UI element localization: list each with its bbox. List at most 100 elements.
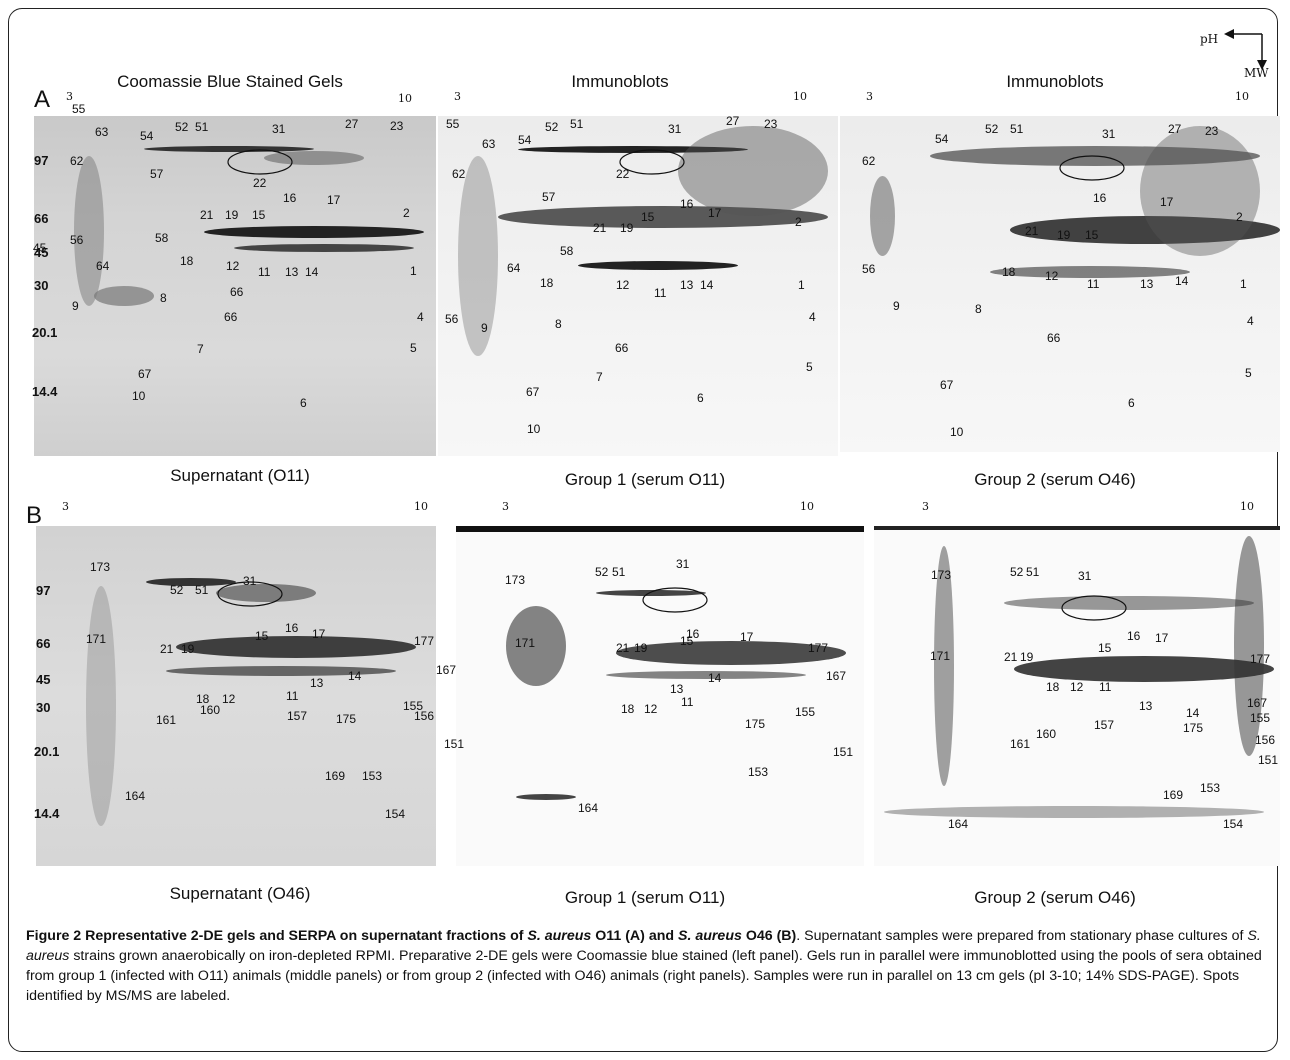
spot-label: 10 [950,425,964,439]
spot-label: 157 [1094,718,1114,732]
spot-label: 6 [1128,396,1135,410]
a1-ph-high: 10 [398,92,412,105]
spot-label: 16 [686,627,700,641]
panel-a2-title: Immunoblots [571,72,669,91]
spot-label: 11 [286,689,299,703]
spot-label: 4 [417,310,424,324]
caption-mid-1: O11 (A) and [591,928,678,944]
spot-label: 8 [555,317,562,331]
spot-label: 15 [1098,641,1112,655]
a3-ph-high: 10 [1235,90,1249,103]
panel-b3-caption: Group 2 (serum O46) [974,888,1136,907]
spot-label: 167 [826,669,846,683]
spot-label: 7 [197,342,204,356]
spot-label: 62 [452,167,466,181]
spot-label: 161 [156,713,176,727]
gel-a3-immunoblot [840,116,1280,452]
spot-label: 62 [70,154,84,168]
spot-label: 52 [595,565,609,579]
spot-label: 173 [505,573,525,587]
spot-label: 22 [253,176,267,190]
spot-label: 45 [33,241,47,255]
orientation-arrows-icon [1224,29,1267,70]
spot-label: 66 [1047,331,1061,345]
spot-label: 169 [1163,788,1183,802]
highlight-ellipse-a3 [1059,155,1125,181]
spot-label: 56 [445,312,459,326]
b-mw-20: 20.1 [34,744,60,759]
highlight-ellipse-b2 [642,587,708,613]
spot-label: 5 [806,360,813,374]
spot-label: 17 [312,627,326,641]
b3-ph-low: 3 [922,500,929,513]
spot-label: 15 [680,634,694,648]
a-mw-30: 30 [34,278,49,293]
a-mw-20: 20.1 [32,325,58,340]
spot-label: 18 [180,254,194,268]
spot-label: 1 [798,278,805,292]
spot-label: 13 [680,278,694,292]
panel-a3-caption: Group 2 (serum O46) [974,470,1136,489]
spot-label: 12 [644,702,658,716]
spot-label: 175 [745,717,765,731]
spot-label: 6 [697,391,704,405]
mw-axis-label: MW [1244,66,1269,80]
a2-ph-high: 10 [793,90,807,103]
spot-label: 160 [200,703,220,717]
spot-label: 57 [542,190,556,204]
spot-label: 12 [1070,680,1084,694]
ph-axis-label: pH [1200,32,1219,46]
spot-label: 177 [808,641,828,655]
b1-ph-high: 10 [414,500,428,513]
spot-label: 51 [1026,565,1040,579]
b-mw-14: 14.4 [34,806,60,821]
spot-label: 155 [795,705,815,719]
a3-ph-low: 3 [866,90,873,103]
caption-body-2: strains grown anaerobically on iron-depl… [26,948,1262,1004]
spot-label: 12 [616,278,630,292]
spot-label: 14 [708,671,722,685]
spot-label: 67 [940,378,954,392]
spot-label: 11 [681,695,694,709]
spot-label: 21 [200,208,214,222]
b2-ph-low: 3 [502,500,509,513]
spot-label: 66 [615,341,629,355]
spot-label: 19 [634,641,648,655]
spot-label: 156 [1255,733,1275,747]
spot-label: 164 [578,801,598,815]
highlight-ellipse-b3 [1061,595,1127,621]
spot-label: 55 [446,117,460,131]
spot-label: 157 [287,709,307,723]
spot-label: 161 [1010,737,1030,751]
b-mw-97: 97 [36,583,51,598]
a-mw-97: 97 [34,153,49,168]
spot-label: 66 [224,310,238,324]
spot-label: 51 [1010,122,1024,136]
spot-label: 18 [540,276,554,290]
a-mw-66: 66 [34,211,49,226]
spot-label: 52 [175,120,189,134]
spot-label: 8 [160,291,167,305]
gel-a1-coomassie [34,116,436,456]
spot-label: 21 [1004,650,1018,664]
spot-label: 175 [336,712,356,726]
spot-label: 27 [726,114,740,128]
spot-label: 2 [795,215,802,229]
spot-label: 16 [1127,629,1141,643]
spot-label: 177 [414,634,434,648]
spot-label: 18 [1046,680,1060,694]
spot-label: 169 [325,769,345,783]
spot-label: 58 [155,231,169,245]
caption-species-1: S. aureus [527,928,592,944]
panel-a1-title: Coomassie Blue Stained Gels [117,72,343,91]
spot-label: 27 [1168,122,1182,136]
spot-label: 171 [515,636,535,650]
spot-label: 177 [1250,652,1270,666]
spot-label: 1 [1240,277,1247,291]
spot-label: 11 [654,286,667,300]
spot-label: 11 [258,265,271,279]
row-b-letter: B [26,502,43,529]
spot-label: 27 [345,117,359,131]
